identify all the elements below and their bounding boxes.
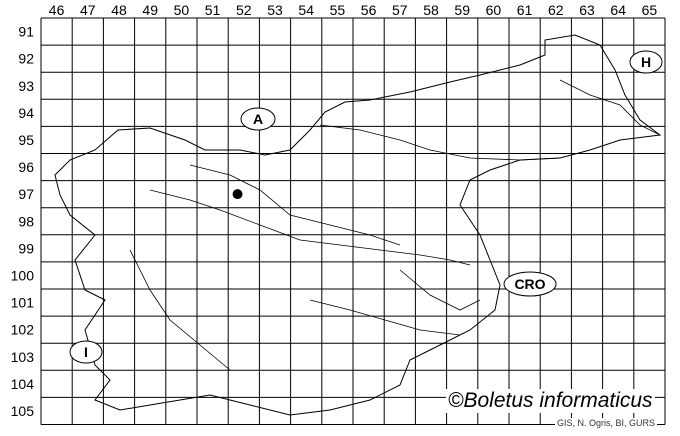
column-label: 59 [454, 2, 470, 18]
column-label: 54 [298, 2, 314, 18]
column-label: 65 [642, 2, 658, 18]
river [149, 189, 471, 266]
column-label: 64 [610, 2, 626, 18]
country-labels: A H CRO I [69, 50, 663, 364]
country-label-croatia: CRO [514, 276, 545, 292]
country-border [54, 34, 662, 416]
credit-text: GIS, N. Ogris, BI, GURS [555, 418, 658, 428]
column-label: 61 [517, 2, 533, 18]
river [319, 124, 561, 161]
column-label: 57 [392, 2, 408, 18]
column-label: 58 [423, 2, 439, 18]
slovenia-border [54, 34, 662, 416]
river [399, 269, 481, 311]
row-label: 98 [18, 213, 34, 229]
column-label: 47 [80, 2, 96, 18]
row-label: 91 [18, 24, 34, 40]
river [129, 249, 231, 371]
row-label: 99 [18, 240, 34, 256]
column-label: 55 [330, 2, 346, 18]
rivers [129, 79, 661, 371]
row-label: 100 [11, 267, 35, 283]
column-label: 46 [49, 2, 65, 18]
column-label: 53 [267, 2, 283, 18]
row-label: 96 [18, 159, 34, 175]
country-label-hungary: H [641, 54, 651, 70]
river [309, 299, 461, 336]
column-label: 63 [579, 2, 595, 18]
country-label-oval [240, 107, 276, 131]
row-label: 97 [18, 186, 34, 202]
row-label: 101 [11, 295, 35, 311]
axis-labels: 46 47 48 49 50 51 52 53 54 55 56 57 58 59 60 61 62 63 64 65… [11, 2, 658, 419]
column-label: 49 [142, 2, 158, 18]
river [189, 164, 401, 246]
row-label: 95 [18, 132, 34, 148]
column-label: 60 [486, 2, 502, 18]
row-label: 102 [11, 322, 35, 338]
column-label: 50 [174, 2, 190, 18]
watermark: ©Boletus informaticus [446, 389, 655, 413]
column-label: 52 [236, 2, 252, 18]
column-label: 51 [205, 2, 221, 18]
country-label-oval [69, 340, 103, 364]
row-label: 92 [18, 51, 34, 67]
occurrence-marker [232, 189, 243, 200]
grid-lines [40, 17, 666, 425]
row-label: 94 [18, 105, 34, 121]
column-label: 56 [361, 2, 377, 18]
row-label: 103 [11, 349, 35, 365]
row-label: 104 [11, 376, 35, 392]
country-label-oval [503, 271, 557, 297]
country-label-italy: I [84, 344, 88, 360]
row-label: 93 [18, 78, 34, 94]
column-label: 62 [548, 2, 564, 18]
column-label: 48 [111, 2, 127, 18]
river [559, 79, 661, 136]
row-label: 105 [11, 403, 35, 419]
country-label-oval [629, 50, 663, 74]
country-label-austria: A [253, 111, 263, 127]
